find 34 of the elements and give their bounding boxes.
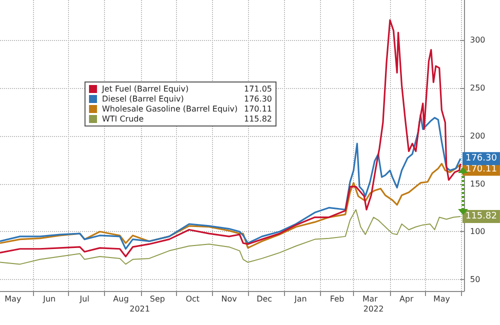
x2-tick-label: 2021 (130, 304, 150, 314)
data-label: 170.11 (465, 164, 497, 174)
legend-label: Diesel (Barrel Equiv) (102, 94, 184, 104)
x-tick-label: Jan (294, 294, 307, 304)
legend-label: Wholesale Gasoline (Barrel Equiv) (102, 104, 238, 114)
annotation: 170.11 (244, 104, 272, 114)
x-tick-label: Mar (362, 294, 378, 304)
x-tick-label: Jul (78, 294, 90, 304)
x-tick-label: Nov (221, 294, 238, 304)
line-series (0, 209, 461, 265)
x-tick-label: Oct (186, 294, 200, 304)
data-label: 176.30 (465, 154, 498, 164)
y-tick-label: 250 (470, 84, 486, 93)
annotation: 171.05 (244, 84, 272, 94)
legend-label: Jet Fuel (Barrel Equiv) (101, 84, 189, 94)
legend-label: WTI Crude (102, 114, 144, 124)
annotation: 176.30 (244, 94, 272, 104)
y-tick-label: 150 (470, 179, 486, 188)
y-tick-label: 300 (470, 36, 486, 45)
data-label: 115.82 (465, 212, 497, 222)
x-tick-label: Aug (113, 294, 129, 304)
x-tick-label: Jun (42, 294, 56, 304)
x2-tick-label: 2022 (363, 304, 384, 314)
x-tick-label: Apr (400, 294, 414, 304)
line-series (0, 162, 462, 249)
x-tick-label: Feb (330, 294, 344, 304)
x-tick-label: Sep (150, 294, 165, 304)
x-tick-label: May (4, 294, 22, 304)
x-tick-label: Dec (256, 294, 272, 304)
y-tick-label: 100 (470, 227, 486, 236)
x-tick-label: May (433, 294, 450, 304)
y-tick-label: 200 (470, 131, 486, 140)
annotation: 115.82 (244, 114, 272, 124)
y-tick-label: 50 (470, 275, 480, 284)
